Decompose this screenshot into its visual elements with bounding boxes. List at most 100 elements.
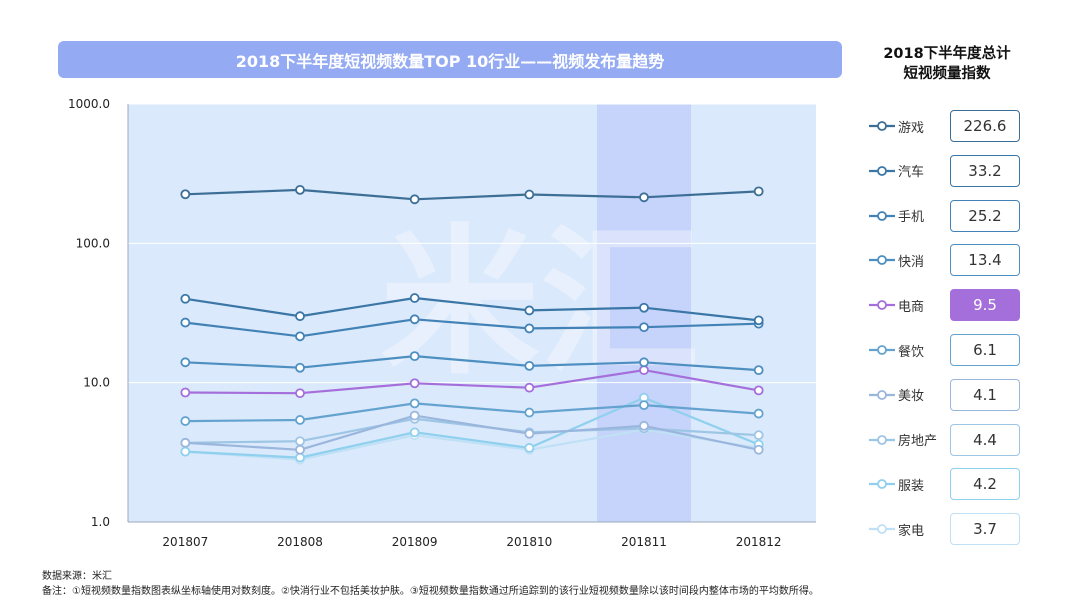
legend-label: 手机 [898,210,925,226]
legend-swatch-icon [869,255,895,266]
data-point [753,365,764,376]
y-tick-label: 100.0 [76,236,110,250]
series-line [185,402,759,423]
x-tick-label: 201808 [277,535,323,549]
data-point [295,311,305,322]
data-point [409,194,420,205]
remark-note: 备注：①短视频数量指数图表纵坐标轴使用对数刻度。②快消行业不包括美妆护肤。③短视… [42,586,819,597]
legend-total-value: 25.2 [950,199,1020,232]
data-point [409,293,420,303]
data-point [639,400,649,411]
legend-swatch-icon [869,524,895,535]
legend-label: 游戏 [898,120,925,136]
legend-item: 家电 3.7 [868,511,1020,547]
legend-swatch-icon [869,165,895,176]
legend-label: 餐饮 [898,344,925,360]
data-point [753,186,764,197]
series-汽车 [180,293,764,326]
x-tick-label: 201809 [392,535,438,549]
data-point [524,305,535,316]
data-point [524,382,535,393]
legend-label: 家电 [898,523,925,539]
y-tick-label: 1.0 [91,515,110,529]
legend-item: 电商 9.5 [868,287,1020,323]
legend-total-value: 4.2 [950,468,1020,501]
side-title-line1: 2018下半年度总计 [883,46,1011,62]
data-point [409,427,420,438]
legend-label: 房地产 [898,434,938,450]
legend-swatch-icon [869,434,895,445]
data-point [180,437,191,448]
data-point [295,415,305,425]
legend-label: 电商 [898,299,925,315]
data-point [409,398,420,409]
series-line [185,368,759,395]
legend-total-value: 13.4 [950,244,1020,277]
data-point [295,331,305,342]
data-point [180,293,191,304]
legend-item: 房地产 4.4 [868,422,1020,458]
x-tick-label: 201810 [506,535,552,549]
data-point [753,408,764,419]
data-point [639,357,649,368]
data-point [753,444,764,455]
data-point [639,365,649,376]
series-line [185,428,759,461]
data-point [524,428,535,439]
side-title-line2: 短视频量指数 [903,66,991,82]
legend-swatch-icon [869,121,895,131]
data-point [180,387,191,398]
data-point [409,410,420,421]
data-point [524,443,535,453]
watermark-text: 米汇 [380,209,700,396]
legend-total-value: 4.1 [950,378,1020,411]
data-point [524,407,535,418]
legend-total-value: 226.6 [950,110,1020,142]
legend-total-value: 6.1 [950,334,1020,366]
data-point [753,315,764,326]
data-point [524,360,535,371]
series-游戏 [180,184,764,205]
data-point [524,323,535,334]
legend-swatch-icon [869,389,895,400]
series-餐饮 [180,398,764,426]
chart-title-bar: 2018下半年度短视频数量TOP 10行业——视频发布量趋势 [58,41,842,78]
data-point [180,317,191,328]
data-point [524,189,535,200]
data-point [753,385,764,396]
x-tick-label: 201812 [736,535,782,549]
data-point [409,314,420,325]
series-line [185,188,759,201]
legend-total-value: 3.7 [950,513,1020,546]
legend-label: 快消 [898,254,925,270]
legend-item: 汽车 33.2 [868,153,1020,189]
series-line [185,296,759,322]
data-point [409,378,420,389]
data-point [639,420,649,431]
legend-swatch-icon [869,479,895,490]
series-手机 [180,314,764,342]
legend-item: 游戏 226.6 [868,108,1020,144]
legend-total-value: 9.5 [950,289,1020,322]
legend-total-value: 4.4 [950,423,1020,456]
data-point [639,192,649,203]
highlight-band-201811 [597,104,691,522]
data-point [753,430,764,441]
series-line [185,318,759,338]
series-line [185,414,759,451]
chart-title: 2018下半年度短视频数量TOP 10行业——视频发布量趋势 [235,51,665,71]
data-point [639,302,649,313]
legend-label: 美妆 [898,389,925,405]
series-电商 [180,365,764,399]
data-point [180,446,191,457]
legend-swatch-icon [869,210,895,221]
data-point [180,357,191,368]
x-tick-label: 201811 [621,535,667,549]
data-point [180,189,191,200]
data-point [295,452,305,463]
series-快消 [180,351,764,376]
series-美妆 [180,410,764,455]
legend-total-value: 33.2 [950,154,1020,187]
side-panel-title: 2018下半年度总计 短视频量指数 [862,44,1032,84]
legend-item: 餐饮 6.1 [868,332,1020,368]
